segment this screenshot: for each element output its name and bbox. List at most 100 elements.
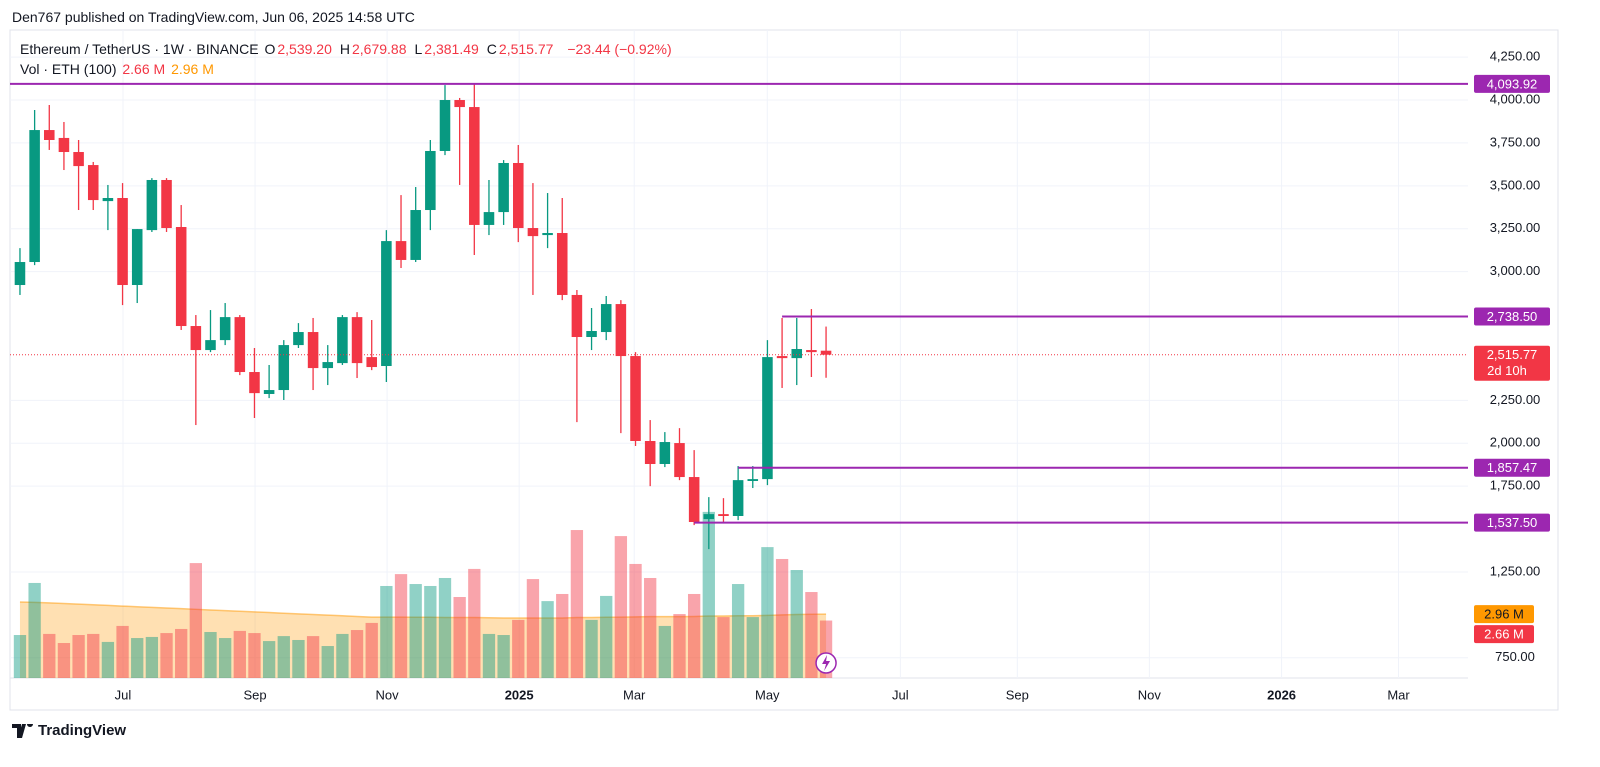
candle-body <box>44 130 55 141</box>
volume-bar <box>145 636 159 678</box>
candle-body <box>776 356 788 359</box>
y-tick-label: 4,250.00 <box>1490 49 1541 64</box>
y-tick-label: 3,500.00 <box>1490 177 1541 192</box>
candle-body <box>219 317 231 341</box>
candle-body <box>469 107 480 225</box>
volume-bar <box>160 633 173 678</box>
candle-body <box>131 229 143 286</box>
ohlc-key: O <box>264 41 276 57</box>
symbol[interactable]: Ethereum / TetherUS · 1W · BINANCE <box>20 41 259 57</box>
volume-bar <box>321 646 334 678</box>
y-tick-label: 3,750.00 <box>1490 134 1541 149</box>
volume-bar <box>512 619 525 678</box>
volume-bar <box>600 595 613 678</box>
volume-bar <box>629 563 642 678</box>
candle-body <box>586 331 597 338</box>
volume-bar <box>43 633 56 678</box>
brand: TradingView <box>38 722 127 739</box>
candle-body <box>366 357 377 368</box>
y-tick-label: 2,000.00 <box>1490 435 1541 450</box>
volume-bar <box>101 641 115 678</box>
volume-bar <box>28 582 41 678</box>
volume-bar <box>72 635 85 678</box>
candle-body <box>395 241 407 260</box>
volume-bar <box>350 630 364 678</box>
volume-bar <box>731 584 745 678</box>
x-tick-label: Nov <box>376 687 400 702</box>
candle-body <box>381 241 392 367</box>
volume-bar <box>365 622 378 678</box>
volume-bar <box>453 597 466 678</box>
ohlc-key: C <box>486 41 497 57</box>
candle-body <box>820 350 832 355</box>
footer: TradingView <box>12 722 126 739</box>
volume-ma-value: 2.96 M <box>171 61 214 77</box>
volume-bar <box>687 593 701 678</box>
y-tick-label: 750.00 <box>1495 649 1535 664</box>
candle-body <box>747 479 759 481</box>
candle-body <box>278 345 290 391</box>
x-tick-label: Mar <box>623 687 646 702</box>
volume-bar <box>336 633 349 678</box>
volume-bar <box>175 628 188 678</box>
level-tag <box>1474 513 1550 532</box>
ohlc-key: L <box>414 41 423 57</box>
volume-bar <box>306 636 320 678</box>
volume-bar <box>248 633 261 678</box>
volume-bar <box>790 570 803 678</box>
x-tick-label: Nov <box>1138 687 1162 702</box>
volume-bar <box>131 638 144 678</box>
volume-legend[interactable]: Vol · ETH (100) 2.66 M 2.96 M <box>20 61 216 77</box>
publisher-line: Den767 published on TradingView.com, Jun… <box>12 9 415 25</box>
candle-body <box>307 332 319 369</box>
candle-body <box>29 130 40 263</box>
candle-body <box>337 317 348 364</box>
candle-body <box>234 317 246 373</box>
volume-value: 2.66 M <box>122 61 166 77</box>
volume-bar <box>116 625 129 678</box>
volume-bar <box>585 619 598 678</box>
level-tag <box>1474 74 1550 93</box>
candle-body <box>674 443 685 478</box>
volume-name[interactable]: Vol · ETH (100) <box>20 61 117 77</box>
volume-ma-tag <box>1474 605 1534 624</box>
candle-body <box>513 162 524 229</box>
candle-body <box>498 162 509 213</box>
y-tick-label: 4,000.00 <box>1490 91 1541 106</box>
candle-body <box>146 179 158 231</box>
candle-body <box>791 349 803 359</box>
x-tick-label: Jul <box>115 687 132 702</box>
candle-body <box>161 179 172 229</box>
level-label: 1,857.47 <box>1487 460 1538 475</box>
volume-tag-label: 2.66 M <box>1484 627 1524 642</box>
candle-body <box>600 304 612 333</box>
volume-bar <box>380 585 393 678</box>
y-tick-label: 3,250.00 <box>1490 220 1541 235</box>
volume-bar <box>717 617 730 678</box>
level-label: 2,738.50 <box>1487 309 1538 324</box>
candle-body <box>644 441 656 465</box>
candle-body <box>732 480 744 516</box>
y-tick-label: 2,250.00 <box>1490 392 1541 407</box>
volume-bar <box>497 635 510 678</box>
volume-bar <box>570 530 584 678</box>
ohlc-value: 2,515.77 <box>498 41 554 57</box>
ohlc-value: 2,381.49 <box>424 41 479 57</box>
candle-body <box>102 198 114 202</box>
candle-body <box>483 212 495 225</box>
symbol-legend[interactable]: Ethereum / TetherUS · 1W · BINANCE O 2,53… <box>20 41 674 57</box>
volume-bar <box>218 638 232 678</box>
candle-body <box>542 233 553 236</box>
volume-bar <box>204 631 217 678</box>
level-label: 1,537.50 <box>1487 515 1538 530</box>
candle-body <box>718 514 729 516</box>
volume-tag <box>1474 625 1534 644</box>
change: −23.44 (−0.92%) <box>567 41 672 57</box>
candle-body <box>190 326 202 351</box>
candle-body <box>293 332 304 346</box>
volume-bar <box>292 639 305 678</box>
candle-body <box>425 150 436 211</box>
volume-bar <box>614 536 628 678</box>
